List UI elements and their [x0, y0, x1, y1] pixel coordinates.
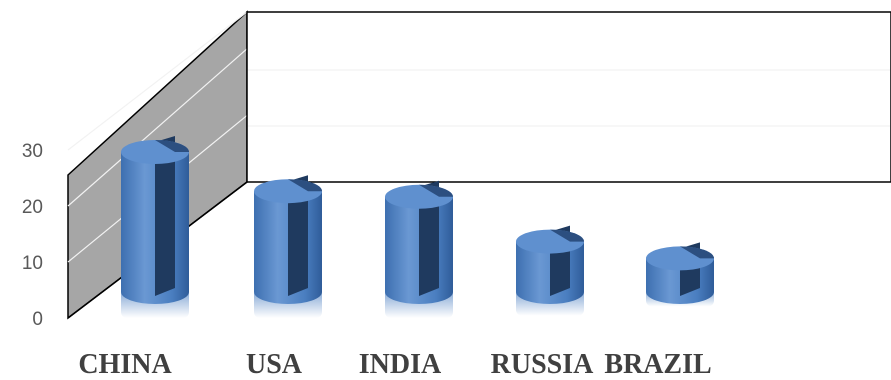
back-wall-gridlines [248, 69, 890, 127]
category-label: INDIA [359, 349, 442, 380]
category-label: CHINA [78, 349, 172, 380]
bar-brazil [646, 242, 714, 307]
bars [121, 136, 714, 318]
y-tick-label: 0 [32, 309, 43, 330]
y-tick-label: 20 [22, 197, 43, 218]
back-wall [246, 11, 891, 183]
bar-cut-face [155, 136, 175, 296]
bar-china [121, 136, 189, 318]
bar-india [385, 180, 453, 318]
bar-top-shade [550, 229, 584, 242]
bar-top-shade [288, 179, 322, 192]
y-tick-label: 30 [22, 141, 43, 162]
bar-top-shade [419, 184, 453, 197]
y-axis-ticks: 0 10 20 30 [22, 141, 43, 330]
bar-russia [516, 225, 584, 316]
bar-cut-face [288, 175, 308, 296]
y-tick-label: 10 [22, 253, 43, 274]
bar-cut-face [419, 180, 439, 296]
bar-top-shade [155, 140, 189, 152]
side-gridline [67, 11, 248, 151]
category-label: BRAZIL [604, 349, 711, 380]
bar-top-shade [680, 246, 714, 259]
side-gridline [67, 48, 248, 207]
x-axis-categories: CHINA USA INDIA RUSSIA BRAZIL [78, 349, 711, 380]
category-label: RUSSIA [491, 349, 594, 380]
category-label: USA [246, 349, 303, 380]
bar-usa [254, 175, 322, 318]
